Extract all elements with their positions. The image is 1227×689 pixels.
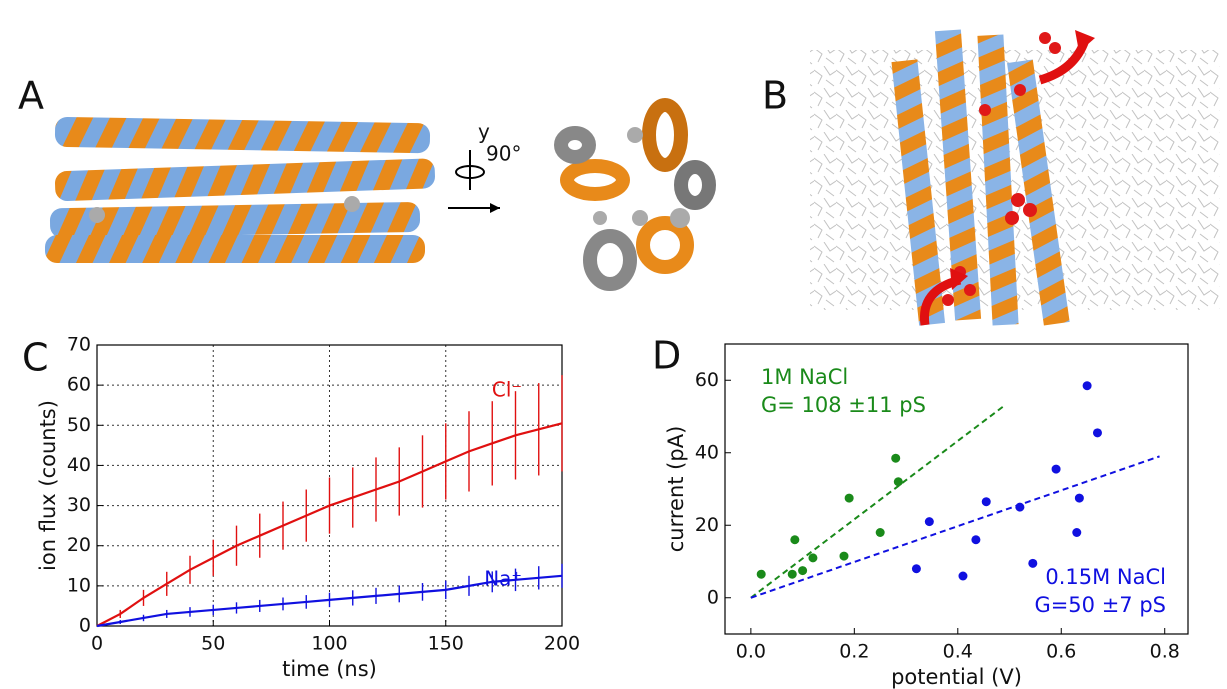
y-tick-label: 70: [67, 334, 91, 356]
data-point: [787, 569, 797, 579]
fit-annotation: G=50 ±7 pS: [1034, 593, 1166, 617]
y-tick-label: 40: [67, 454, 91, 476]
line-series: [96, 574, 563, 628]
data-point: [875, 528, 885, 537]
data-point: [981, 497, 991, 507]
legend-label: 1M NaCl: [761, 365, 848, 389]
fit-line: [750, 404, 1005, 599]
line-series: [96, 422, 563, 627]
data-point: [911, 564, 921, 574]
data-point: [756, 569, 766, 579]
y-tick-label: 10: [67, 574, 91, 596]
rotation-angle: 90°: [486, 142, 521, 166]
data-point: [1092, 428, 1102, 438]
x-tick-label: 100: [311, 633, 347, 655]
x-tick-label: 0.2: [839, 641, 869, 663]
panel-label: B: [762, 74, 788, 118]
data-point: [790, 535, 800, 545]
x-tick-label: 0.0: [736, 641, 766, 663]
y-tick-label: 40: [695, 441, 719, 463]
panel-label: D: [652, 334, 681, 378]
fit-annotation: G= 108 ±11 pS: [761, 393, 926, 417]
data-point: [1072, 528, 1082, 537]
data-point: [798, 566, 808, 576]
x-axis-label: time (ns): [282, 657, 377, 681]
y-tick-label: 20: [67, 534, 91, 556]
data-point: [808, 553, 818, 563]
panel-a-artwork: [45, 98, 716, 291]
data-point: [893, 477, 903, 487]
plot-frame: [96, 344, 563, 627]
series-label: Cl⁻: [492, 378, 522, 402]
rotation-axis: y: [478, 120, 490, 144]
y-tick-label: 50: [67, 414, 91, 436]
data-point: [1015, 502, 1025, 512]
data-point: [844, 493, 854, 503]
y-tick-label: 30: [67, 494, 91, 516]
y-axis-label: ion flux (counts): [36, 400, 60, 571]
data-point: [971, 535, 981, 545]
x-tick-label: 200: [544, 633, 580, 655]
x-tick-label: 50: [201, 633, 225, 655]
y-tick-label: 60: [695, 369, 719, 391]
y-tick-label: 0: [79, 615, 91, 637]
series-label: Na⁺: [484, 566, 522, 590]
panel-label: C: [22, 336, 49, 380]
data-point: [1028, 558, 1038, 568]
data-point: [891, 453, 901, 463]
data-point: [924, 517, 934, 527]
y-tick-label: 0: [707, 586, 719, 608]
x-tick-label: 0.4: [943, 641, 973, 663]
fit-line: [750, 455, 1160, 599]
panel-b-artwork: [810, 29, 1220, 326]
data-point: [1074, 493, 1084, 503]
x-tick-label: 0: [91, 633, 103, 655]
y-tick-label: 20: [695, 514, 719, 536]
x-tick-label: 0.6: [1046, 641, 1076, 663]
plot-frame: [724, 343, 1189, 635]
y-axis-label: current (pA): [664, 426, 688, 553]
data-point: [958, 571, 968, 581]
x-tick-label: 150: [428, 633, 464, 655]
legend-label: 0.15M NaCl: [1045, 565, 1166, 589]
y-tick-label: 60: [67, 374, 91, 396]
x-axis-label: potential (V): [891, 665, 1022, 689]
data-point: [1082, 381, 1092, 391]
data-point: [1051, 464, 1061, 474]
data-point: [839, 551, 849, 561]
x-tick-label: 0.8: [1150, 641, 1180, 663]
panel-label: A: [18, 74, 44, 118]
